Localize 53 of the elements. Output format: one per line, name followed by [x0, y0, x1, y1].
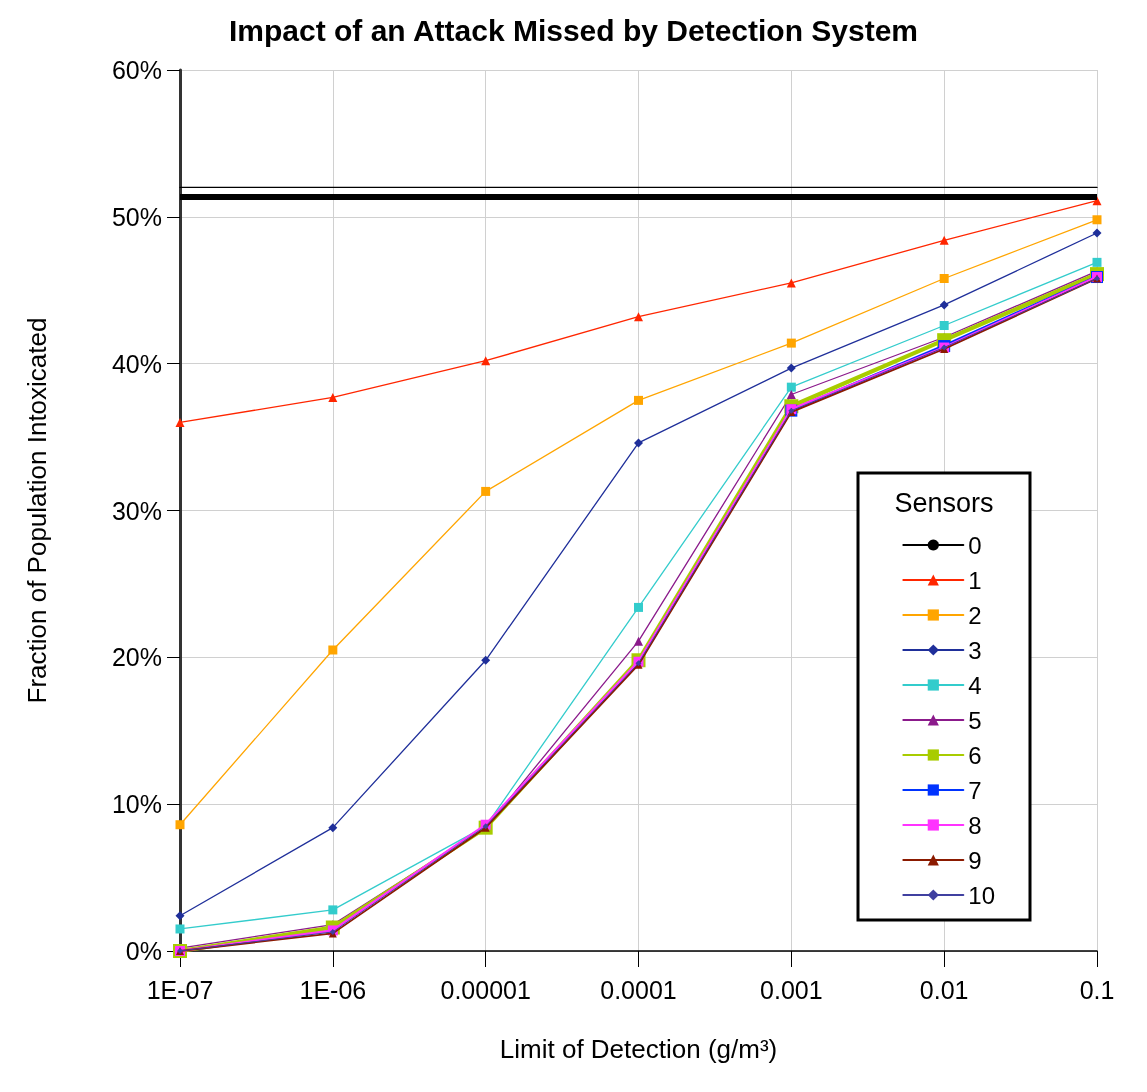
point: [1092, 215, 1102, 225]
legend-label: 6: [968, 741, 982, 769]
y-tick-label: 40%: [111, 349, 162, 378]
y-tick-label: 60%: [111, 56, 162, 84]
y-tick-label: 30%: [111, 496, 162, 525]
point: [175, 924, 185, 934]
point: [481, 655, 491, 665]
legend-label: 5: [968, 706, 982, 734]
x-tick-label: 0.01: [919, 975, 969, 1004]
x-tick-label: 0.0001: [600, 975, 677, 1004]
point: [481, 486, 491, 496]
legend-label: 8: [968, 811, 982, 839]
point: [634, 602, 643, 612]
x-axis-title: Limit of Detection (g/m³): [499, 1034, 778, 1064]
x-tick-label: 0.1: [1079, 975, 1115, 1004]
point: [939, 320, 949, 330]
point: [328, 645, 338, 655]
point: [786, 363, 796, 373]
point: [175, 417, 185, 427]
legend-label: 0: [968, 531, 982, 559]
point: [328, 905, 338, 915]
legend-title: Sensors: [894, 487, 994, 518]
legend-label: 9: [968, 846, 982, 874]
y-tick-label: 0%: [125, 937, 162, 965]
point: [175, 820, 185, 830]
legend-label: 3: [968, 636, 982, 664]
y-tick-label: 10%: [111, 790, 162, 819]
point: [786, 338, 796, 348]
legend-label: 10: [968, 881, 996, 909]
y-tick-label: 50%: [111, 202, 162, 231]
point: [1092, 257, 1102, 267]
x-tick-label: 0.001: [760, 975, 823, 1004]
chart-title: Impact of an Attack Missed by Detection System: [228, 13, 919, 47]
legend-label: 2: [968, 601, 982, 629]
point: [939, 235, 949, 245]
point: [939, 300, 949, 310]
x-tick-label: 1E-07: [146, 975, 214, 1004]
point: [786, 382, 796, 392]
point: [175, 911, 185, 921]
point: [634, 395, 643, 405]
legend-label: 7: [968, 776, 982, 804]
legend-label: 1: [968, 566, 982, 594]
point: [328, 392, 338, 402]
x-tick-label: 0.00001: [440, 975, 531, 1004]
y-tick-label: 20%: [111, 643, 162, 672]
legend-label: 4: [968, 671, 982, 699]
point: [1092, 228, 1102, 238]
point: [328, 823, 338, 833]
y-axis-title: Fraction of Population Intoxicated: [22, 317, 52, 704]
point: [634, 312, 643, 322]
x-tick-label: 1E-06: [299, 975, 367, 1004]
point: [939, 274, 949, 283]
point: [634, 438, 643, 448]
